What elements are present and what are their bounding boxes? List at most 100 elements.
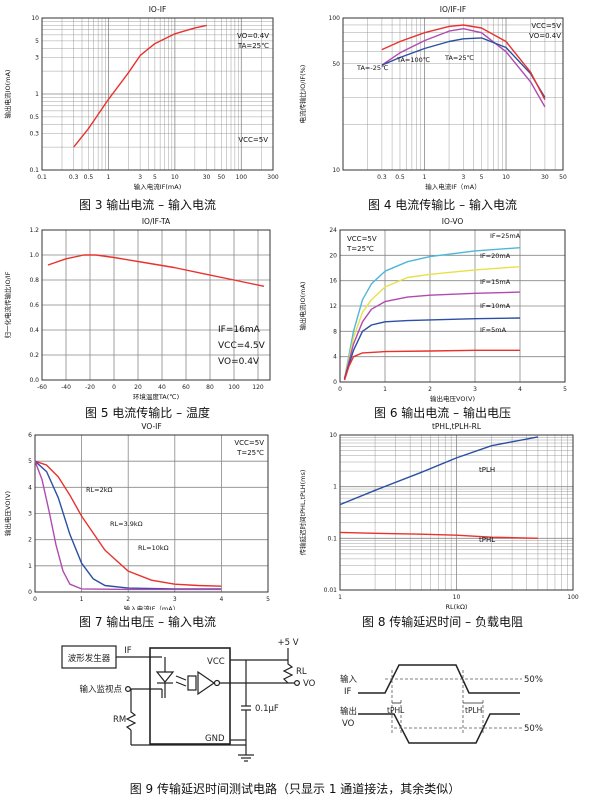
if-label: IF: [124, 646, 132, 656]
chart-annotation: TA=25℃: [237, 42, 269, 50]
caption-fig3: 图 3 输出电流 – 输入电流: [79, 198, 216, 212]
chart-fig4: 0.3 0.5 1 3 5 10 30 50 10 50 100 IO/IF-IF 输入电流IF（mA）…: [295, 0, 590, 195]
chart-annotation: IF=15mA: [480, 278, 511, 286]
x-tick-label: 1: [338, 594, 342, 601]
series-line-if-10ma: [343, 317, 521, 380]
chart-fig5-svg: -60 -40 -20 0 20 40 60 80 100 120 0.0 0.2 0.4 0.6 0.8 1…: [3, 217, 271, 401]
x-tick-label: 1: [107, 174, 111, 181]
timing-input-label: 输入: [340, 674, 358, 685]
y-tick-label: 100: [329, 15, 341, 22]
chart-annotation: TA=100℃: [396, 56, 430, 64]
y-tick-label: 1: [28, 563, 32, 570]
x-tick-label: 0: [33, 596, 37, 603]
x-tick-label: 0: [112, 384, 116, 391]
y-tick-label: 0: [28, 589, 32, 596]
y-tick-label: 8: [333, 328, 337, 335]
cap-label: 0.1µF: [255, 704, 279, 714]
plot-frame: [342, 17, 564, 171]
caption-fig4: 图 4 电流传输比 – 输入电流: [368, 198, 517, 212]
chart-annotation: VO=0.4V: [237, 32, 269, 40]
chart-annotation: IF=25mA: [490, 232, 521, 240]
y-tick-label: 0.6: [29, 302, 39, 309]
buffer-gate: [197, 670, 216, 696]
x-tick-label: 1: [80, 596, 84, 603]
output-waveform: [358, 713, 520, 744]
x-tick-label: 100: [567, 594, 579, 601]
gnd-label: GND: [205, 734, 225, 744]
y-tick-label: 0.8: [29, 277, 39, 284]
x-tick-label: 5: [480, 174, 484, 181]
rl-label: RL: [296, 667, 307, 677]
chart-title: IO/IF-IF: [440, 5, 466, 14]
y-tick-label: 0.1: [327, 535, 337, 542]
y-tick-label: 5: [35, 38, 39, 45]
y-tick-label: 0.01: [324, 587, 338, 594]
x-tick-label: 50: [559, 174, 567, 181]
chart-title: IO-IF: [149, 5, 167, 14]
chart-fig3-svg: 0.1 0.3 0.5 1 3 5 10 30 50 100 300 0.1 0.3 0.5 1 3 5 10 IO…: [3, 5, 279, 191]
x-axis-label: 输出电压VO(V): [430, 394, 475, 402]
x-tick-label: 80: [206, 384, 214, 391]
x-axis-label: 环境温度TA(℃): [133, 392, 179, 401]
x-tick-label: 4: [518, 386, 522, 393]
y-tick-label: 0.5: [29, 114, 39, 121]
x-axis-label: 输入电流IF（mA）: [425, 182, 480, 191]
x-tick-label: 10: [502, 174, 510, 181]
x-tick-label: 5: [266, 596, 270, 603]
y-tick-label: 2: [28, 537, 32, 544]
x-tick-label: 50: [217, 174, 225, 181]
y-tick-label: 6: [28, 432, 32, 439]
chart-annotation: VCC=5V: [347, 235, 377, 243]
y-axis-label: 输出电流IO(mA): [298, 282, 307, 331]
x-tick-label: 0.5: [84, 174, 94, 181]
plot-frame: [34, 434, 269, 593]
chart-annotation: IF=5mA: [480, 326, 507, 334]
rm-label: RM: [113, 715, 126, 725]
x-tick-label: 0.5: [395, 174, 405, 181]
x-tick-label: 3: [473, 386, 477, 393]
light-arrow-1: [175, 675, 187, 681]
y-tick-label: 12: [329, 303, 337, 310]
chart-fig8-svg: 1 10 100 0.01 0.1 1 10 tPHL,tPLH-RL RL(kΩ) 传输延迟时间…: [298, 422, 579, 611]
caption-fig8: 图 8 传输延迟时间 – 负载电阻: [362, 615, 523, 629]
chart-annotation: IF=20mA: [480, 252, 511, 260]
chart-title: IO-VO: [442, 217, 464, 226]
series-line-0: [47, 254, 265, 287]
chart-annotation: VCC=5V: [531, 22, 561, 30]
vo-label: VO: [303, 679, 316, 689]
caption-fig7: 图 7 输出电压 – 输入电流: [79, 615, 216, 629]
chart-annotation: tPHL: [479, 536, 495, 544]
chart-annotation: RL=3.9kΩ: [110, 520, 143, 528]
x-axis-label: RL(kΩ): [446, 603, 468, 610]
chart-title: IO/IF-TA: [142, 217, 171, 226]
series-line-if-25ma: [343, 247, 521, 379]
chart-annotation: TA=25℃: [444, 54, 474, 62]
series-line-tplh: [339, 436, 539, 506]
chart-fig3: 0.1 0.3 0.5 1 3 5 10 30 50 100 300 0.1 0.3 0.5 1 3 5 10 IO…: [0, 0, 295, 195]
x-tick-label: 40: [158, 384, 166, 391]
y-tick-label: 10: [31, 15, 39, 22]
x-tick-label: 5: [563, 386, 567, 393]
series-line-ta-100-: [381, 28, 546, 108]
chart-annotation: RL=10kΩ: [138, 544, 169, 552]
light-arrow-2: [175, 681, 187, 687]
x-axis-label: 输入电流IF(mA): [134, 182, 182, 191]
optocoupler-body: [149, 647, 231, 745]
led-diode: [155, 671, 175, 683]
chart-fig6-svg: 0 1 2 3 4 504812162024IO-VO输出电压VO(V)输出电流IO(mA…: [298, 217, 567, 403]
chart-fig4-svg: 0.3 0.5 1 3 5 10 30 50 10 50 100 IO/IF-IF 输入电流IF（mA）…: [298, 5, 567, 191]
input-monitor-label: 输入监视点: [79, 684, 122, 695]
generator-label: 波形发生器: [68, 653, 111, 664]
x-tick-label: 2: [428, 386, 432, 393]
vo-terminal: [294, 679, 301, 686]
y-tick-label: 24: [329, 227, 337, 234]
x-tick-label: 100: [236, 174, 248, 181]
x-tick-label: 5: [153, 174, 157, 181]
plot-frame: [339, 229, 566, 383]
chart-fig7-svg: 0 1 2 3 4 5 0 1 2 3 4 5 6 VO-IF 输入电流IF（mA） 输出电压VO(V) VCC…: [3, 422, 270, 613]
timing-50pct-bottom: 50%: [524, 724, 543, 734]
y-tick-label: 4: [333, 354, 337, 361]
x-tick-label: 1: [423, 174, 427, 181]
plot-frame: [41, 17, 274, 171]
y-tick-label: 10: [329, 432, 337, 439]
